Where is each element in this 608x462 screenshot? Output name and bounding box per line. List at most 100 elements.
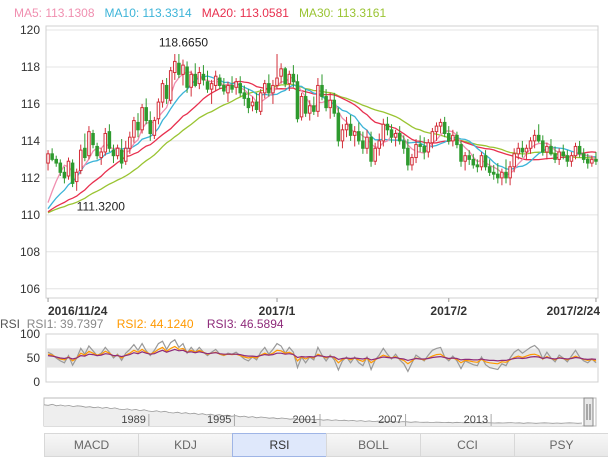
candle-body	[230, 84, 234, 90]
tab-psy[interactable]: PSY	[514, 433, 608, 457]
candle-body	[344, 123, 349, 131]
candle	[140, 103, 144, 134]
legend-row: MA5: 113.1308 MA10: 113.3314 MA20: 113.0…	[14, 6, 386, 20]
candle-body	[385, 123, 390, 131]
candle	[586, 153, 590, 169]
candle	[332, 92, 337, 117]
range-navigator: 1989 1995 2001 2007 2013	[43, 397, 597, 427]
candle	[369, 131, 373, 167]
candle-body	[258, 92, 263, 112]
candle-body	[512, 153, 516, 168]
candle-body	[307, 105, 312, 114]
candle	[536, 124, 541, 143]
candle	[316, 78, 320, 117]
candle-body	[193, 73, 198, 86]
candle-body	[463, 155, 467, 162]
navigator-area	[44, 404, 582, 426]
candle	[516, 142, 521, 160]
candle	[414, 139, 418, 164]
candle-body	[140, 107, 144, 131]
candle	[226, 81, 230, 103]
navigator-tick-label: 2007	[378, 414, 402, 426]
candle	[406, 139, 410, 171]
candle-body	[324, 96, 328, 109]
candle	[504, 159, 508, 184]
candle	[512, 148, 516, 173]
candle	[320, 74, 324, 101]
candle	[291, 65, 296, 88]
candle-body	[283, 68, 287, 85]
tab-kdj[interactable]: KDJ	[138, 433, 233, 457]
rsi-panel: 0 50 100	[20, 327, 599, 389]
candle	[119, 139, 124, 169]
candle	[132, 116, 136, 143]
price-gridlines	[45, 25, 599, 299]
price-annotations: 118.6650 111.3200	[77, 36, 209, 214]
candle	[160, 79, 165, 108]
y-tick-label: 110	[21, 208, 40, 222]
candle	[381, 118, 386, 147]
candle-body	[279, 68, 283, 77]
candle-body	[99, 151, 103, 159]
candle-body	[87, 131, 91, 157]
candle	[487, 159, 492, 177]
candle	[553, 146, 557, 164]
candle-body	[471, 158, 476, 166]
candle-body	[553, 153, 557, 160]
candle	[328, 92, 332, 119]
tab-rsi[interactable]: RSI	[232, 433, 327, 457]
candle-body	[226, 84, 230, 94]
candle-body	[95, 145, 99, 157]
price-x-axis: 2016/11/24 2017/1 2017/2 2017/2/24	[47, 298, 600, 318]
y-tick-label: 112	[21, 171, 40, 185]
candle-body	[209, 83, 214, 90]
candle	[324, 89, 328, 112]
candle	[549, 139, 553, 156]
candle	[83, 133, 87, 162]
candle-body	[132, 120, 136, 138]
candle-body	[455, 134, 459, 146]
candle-body	[111, 149, 116, 157]
candle	[62, 166, 67, 184]
candle	[357, 122, 361, 145]
legend-rsi1: RSI1: 39.7397	[26, 317, 104, 331]
candle-body	[66, 160, 71, 177]
candle-body	[128, 136, 132, 149]
tab-macd[interactable]: MACD	[44, 433, 139, 457]
tab-boll[interactable]: BOLL	[326, 433, 421, 457]
candle-body	[397, 133, 402, 142]
y-tick-label: 116	[21, 97, 40, 111]
candle	[168, 66, 173, 104]
candle-body	[197, 72, 202, 85]
candle	[205, 70, 210, 93]
candle-body	[262, 83, 267, 94]
candle	[50, 148, 54, 162]
candle-body	[74, 171, 79, 183]
candle-body	[545, 145, 549, 153]
y-tick-label: 118	[21, 60, 40, 74]
candle-body	[487, 166, 492, 173]
candle-body	[234, 81, 238, 88]
candle	[528, 137, 533, 154]
candle	[336, 107, 341, 147]
candle	[479, 151, 484, 171]
navigator-tick-label: 1989	[121, 414, 145, 426]
candle-body	[426, 142, 431, 153]
candle-body	[107, 131, 112, 149]
candle	[78, 144, 83, 175]
candle-body	[430, 131, 435, 144]
candle	[385, 116, 390, 136]
candle-body	[218, 77, 222, 86]
candle	[377, 133, 382, 156]
candle-body	[467, 155, 471, 160]
legend-ma5: MA5: 113.1308	[14, 6, 95, 20]
rsi-title: RSI	[0, 317, 21, 331]
rsi-y-tick-label: 0	[33, 375, 40, 389]
candle-body	[594, 158, 598, 162]
x-tick-label: 2017/1	[259, 304, 296, 318]
tab-cci[interactable]: CCI	[420, 433, 515, 457]
candle-body	[434, 125, 439, 133]
candle-body	[442, 121, 447, 135]
candle	[348, 115, 353, 141]
candle	[393, 129, 398, 147]
